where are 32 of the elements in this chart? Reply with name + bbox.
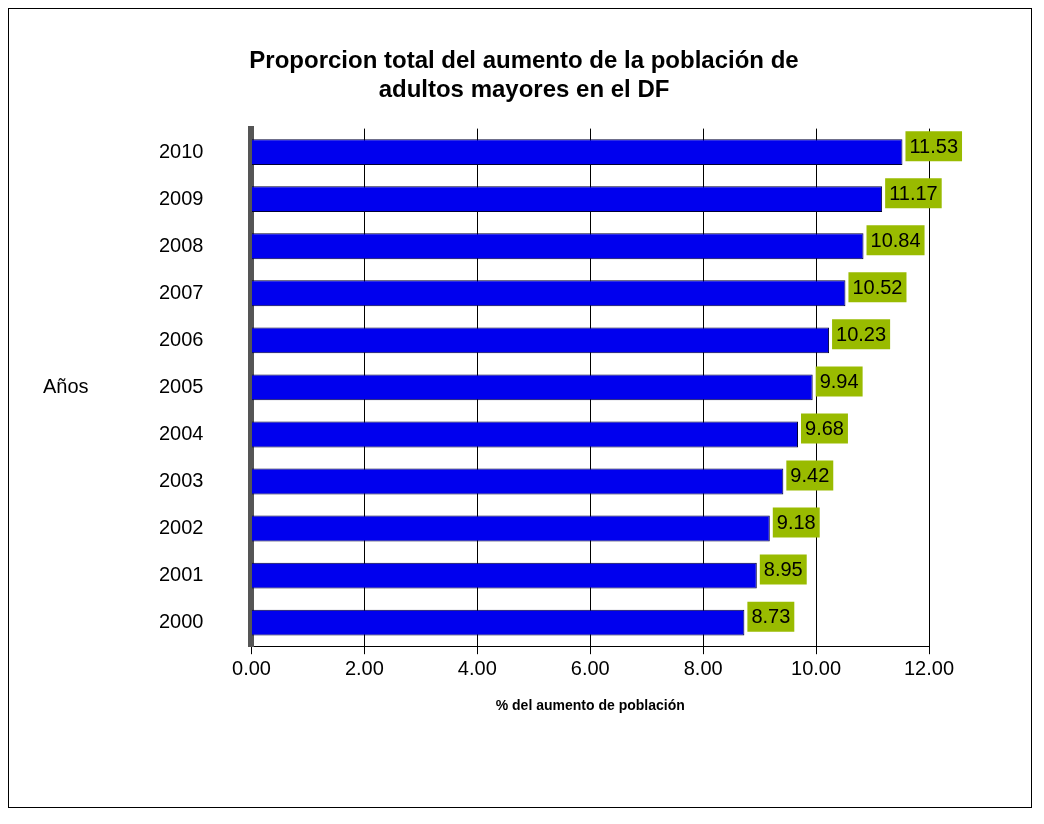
chart-title: Proporcion total del aumento de la población de adultos mayores en el DF: [249, 46, 799, 102]
data-label: 11.17: [889, 181, 938, 204]
data-label: 9.18: [776, 511, 816, 534]
data-label: 9.68: [805, 416, 844, 439]
x-tick-label: 2.00: [344, 656, 384, 679]
x-tick-label: 12.00: [903, 656, 955, 679]
data-label: 11.53: [909, 134, 959, 157]
y-tick-label: 2003: [158, 469, 204, 492]
y-tick-label: 2006: [158, 327, 204, 350]
x-tick-label: 4.00: [457, 656, 497, 679]
data-label: 9.94: [819, 369, 859, 392]
y-tick-label: 2000: [158, 610, 204, 633]
y-tick-label: 2002: [158, 516, 204, 539]
x-tick-label: 8.00: [683, 656, 723, 679]
x-tick-label: 6.00: [570, 656, 610, 679]
y-tick-label: 2010: [158, 139, 204, 162]
x-tick-label: 10.00: [791, 656, 842, 679]
x-axis-title: % del aumento de población: [495, 697, 685, 714]
data-label: 10.23: [836, 322, 887, 345]
data-label: 8.73: [751, 605, 791, 628]
y-tick-label: 2005: [158, 374, 204, 397]
y-tick-label: 2001: [158, 563, 204, 586]
y-tick-label: 2009: [158, 186, 204, 209]
data-label: 8.95: [763, 558, 803, 581]
data-label: 10.52: [852, 275, 903, 298]
x-tick-label: 0.00: [232, 656, 271, 679]
data-label: 9.42: [790, 464, 830, 487]
y-tick-label: 2004: [158, 421, 204, 444]
data-label: 10.84: [870, 228, 921, 251]
y-tick-label: 2008: [158, 233, 204, 256]
y-tick-label: 2007: [158, 280, 204, 303]
y-axis-title: Años: [43, 374, 89, 397]
